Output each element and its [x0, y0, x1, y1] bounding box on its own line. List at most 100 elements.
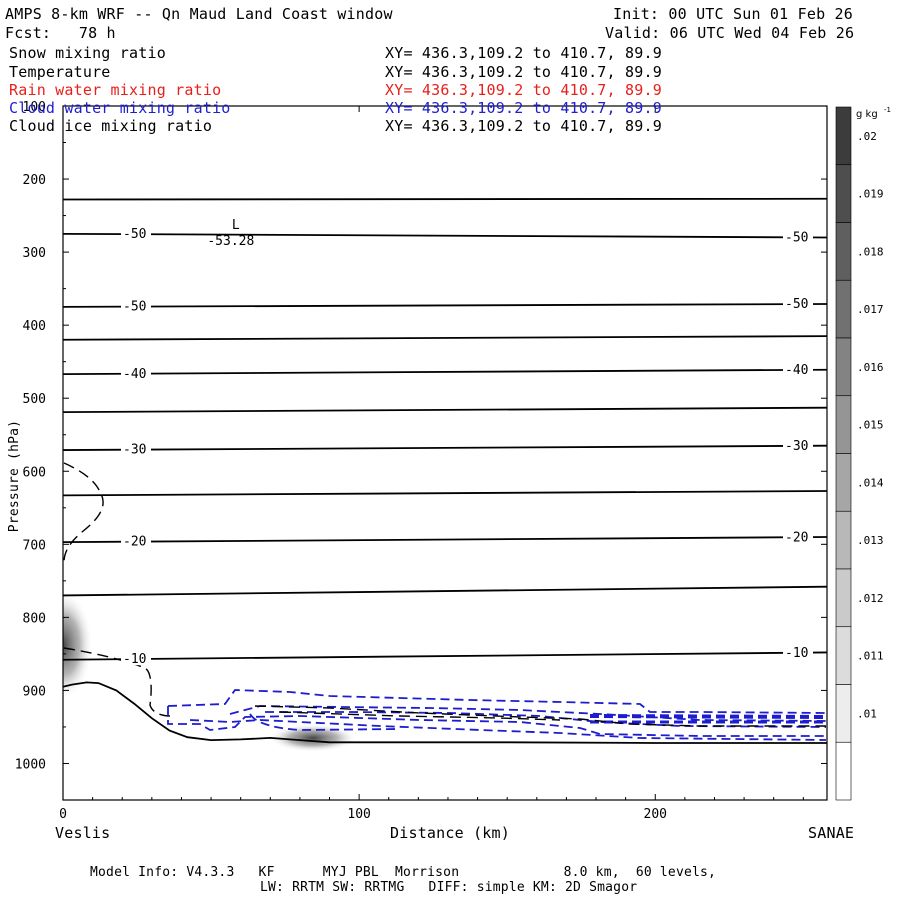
isotherm-label: -50 [123, 227, 146, 242]
colorbar-unit-exponent: -1 [884, 106, 891, 114]
isotherm-label: -50 [123, 300, 146, 315]
isotherm-line [62, 232, 828, 239]
snow-shading-left [63, 590, 93, 700]
isotherm-label: -10 [123, 652, 146, 667]
colorbar-segment [835, 164, 852, 223]
isotherm-label: -40 [123, 367, 146, 382]
colorbar-label: .019 [857, 188, 884, 201]
isotherm-line [62, 651, 828, 661]
ice-contour [279, 711, 561, 721]
cloud-water-contour [249, 713, 401, 731]
colorbar-segment [835, 626, 852, 685]
ice-contours [63, 462, 826, 727]
y-tick-label: 1000 [15, 757, 46, 772]
cloud-water-contour [167, 706, 826, 737]
y-tick-label: 800 [23, 611, 46, 626]
colorbar-segment [835, 279, 852, 339]
isotherm-line [62, 197, 828, 201]
isotherm-line [62, 335, 828, 341]
isotherm-label-bg [121, 299, 151, 313]
isotherm-label-bg [783, 530, 813, 544]
colorbar-label: .01 [857, 707, 877, 720]
colorbar-segment [835, 741, 852, 801]
y-tick-label: 600 [23, 465, 46, 480]
isotherm-label-bg [121, 227, 151, 241]
isotherm-label: -20 [785, 530, 808, 545]
colorbar-label: .012 [857, 592, 884, 605]
isotherm-label: -30 [123, 443, 146, 458]
isotherm-label: -50 [785, 297, 808, 312]
colorbar-label: .011 [857, 650, 884, 663]
field-xy-rain: XY= 436.3,109.2 to 410.7, 89.9 [385, 81, 662, 99]
plot-frame [62, 105, 828, 801]
colorbar-label: .017 [857, 303, 884, 316]
isotherm-label-bg [121, 442, 151, 456]
model-info: Model Info: V4.3.3 KF MYJ PBL Morrison 8… [90, 865, 717, 880]
colorbar-segment [835, 453, 852, 512]
colorbar-label: .014 [857, 476, 884, 489]
y-tick-label: 700 [23, 538, 46, 553]
x-end-label: SANAE [808, 824, 855, 842]
colorbar-label: .016 [857, 361, 884, 374]
isotherm-label-bg [783, 230, 813, 244]
field-xy-cloud-water: XY= 436.3,109.2 to 410.7, 89.9 [385, 99, 662, 117]
field-name-cloud-water: Cloud water mixing ratio [9, 99, 231, 117]
field-name-rain: Rain water mixing ratio [9, 81, 222, 99]
snow-shading-center [269, 724, 357, 752]
terrain-surface-line [62, 681, 827, 744]
isotherm-line [62, 444, 828, 451]
y-tick-label: 200 [23, 173, 46, 188]
colorbar: .02 .019 .018 .017 .016 .015 .014 .013 .012 .011.… [835, 106, 891, 801]
isotherm-label-bg [783, 438, 813, 452]
isotherm-line [62, 490, 828, 497]
field-name-snow: Snow mixing ratio [9, 44, 166, 62]
plot-title: AMPS 8-km WRF -- Qn Maud Land Coast wind… [5, 5, 393, 23]
y-tick-label: 400 [23, 319, 46, 334]
cloud-water-contour [589, 714, 827, 719]
y-tick-label: 300 [23, 246, 46, 261]
isotherm-line [62, 303, 828, 308]
colorbar-label: .013 [857, 534, 884, 547]
valid-time: Valid: 06 UTC Wed 04 Feb 26 [605, 24, 855, 42]
isotherm-label: -10 [785, 646, 808, 661]
isotherm-label-bg [121, 652, 151, 666]
y-axis-label: Pressure (hPa) [7, 419, 22, 533]
isotherm-label-bg [783, 645, 813, 659]
cloud-water-contours [167, 689, 827, 741]
isotherm-label-bg [121, 534, 151, 548]
init-time: Init: 00 UTC Sun 01 Feb 26 [613, 5, 853, 23]
colorbar-segment [835, 568, 852, 628]
field-xy-temperature: XY= 436.3,109.2 to 410.7, 89.9 [385, 63, 662, 81]
ice-contour [63, 647, 171, 717]
field-name-cloud-ice: Cloud ice mixing ratio [9, 117, 213, 135]
isotherm-line [62, 406, 828, 413]
isotherm-label: -50 [785, 230, 808, 245]
isotherm-line [62, 536, 828, 544]
cloud-water-contour [265, 711, 827, 728]
x-tick-label: 0 [59, 807, 67, 822]
snow-shading-layer [63, 590, 357, 752]
field-xy-cloud-ice: XY= 436.3,109.2 to 410.7, 89.9 [385, 117, 662, 135]
cloud-water-contour [189, 719, 827, 741]
isotherm-label-bg [783, 297, 813, 311]
isotherm-label-bg [783, 362, 813, 376]
isotherm-label: -40 [785, 363, 808, 378]
x-start-label: Veslis [55, 824, 111, 842]
colorbar-segment [835, 222, 852, 281]
model-physics: LW: RRTM SW: RRTMG DIFF: simple KM: 2D S… [260, 880, 638, 895]
ice-contour [254, 705, 826, 727]
cloud-water-contour [167, 689, 827, 714]
colorbar-label: .015 [857, 419, 884, 432]
y-tick-label: 100 [23, 100, 46, 115]
colorbar-segment [835, 337, 852, 397]
isotherm-label-bg [121, 366, 151, 380]
y-tick-label: 500 [23, 392, 46, 407]
isotherm-line [62, 585, 828, 597]
colorbar-segment [835, 684, 852, 743]
x-axis-label: Distance (km) [390, 824, 510, 842]
low-pressure-value: -53.28 [207, 234, 254, 249]
isotherm-label: -20 [123, 535, 146, 550]
forecast-hour: Fcst: 78 h [5, 24, 116, 42]
low-pressure-marker: L [232, 218, 240, 233]
